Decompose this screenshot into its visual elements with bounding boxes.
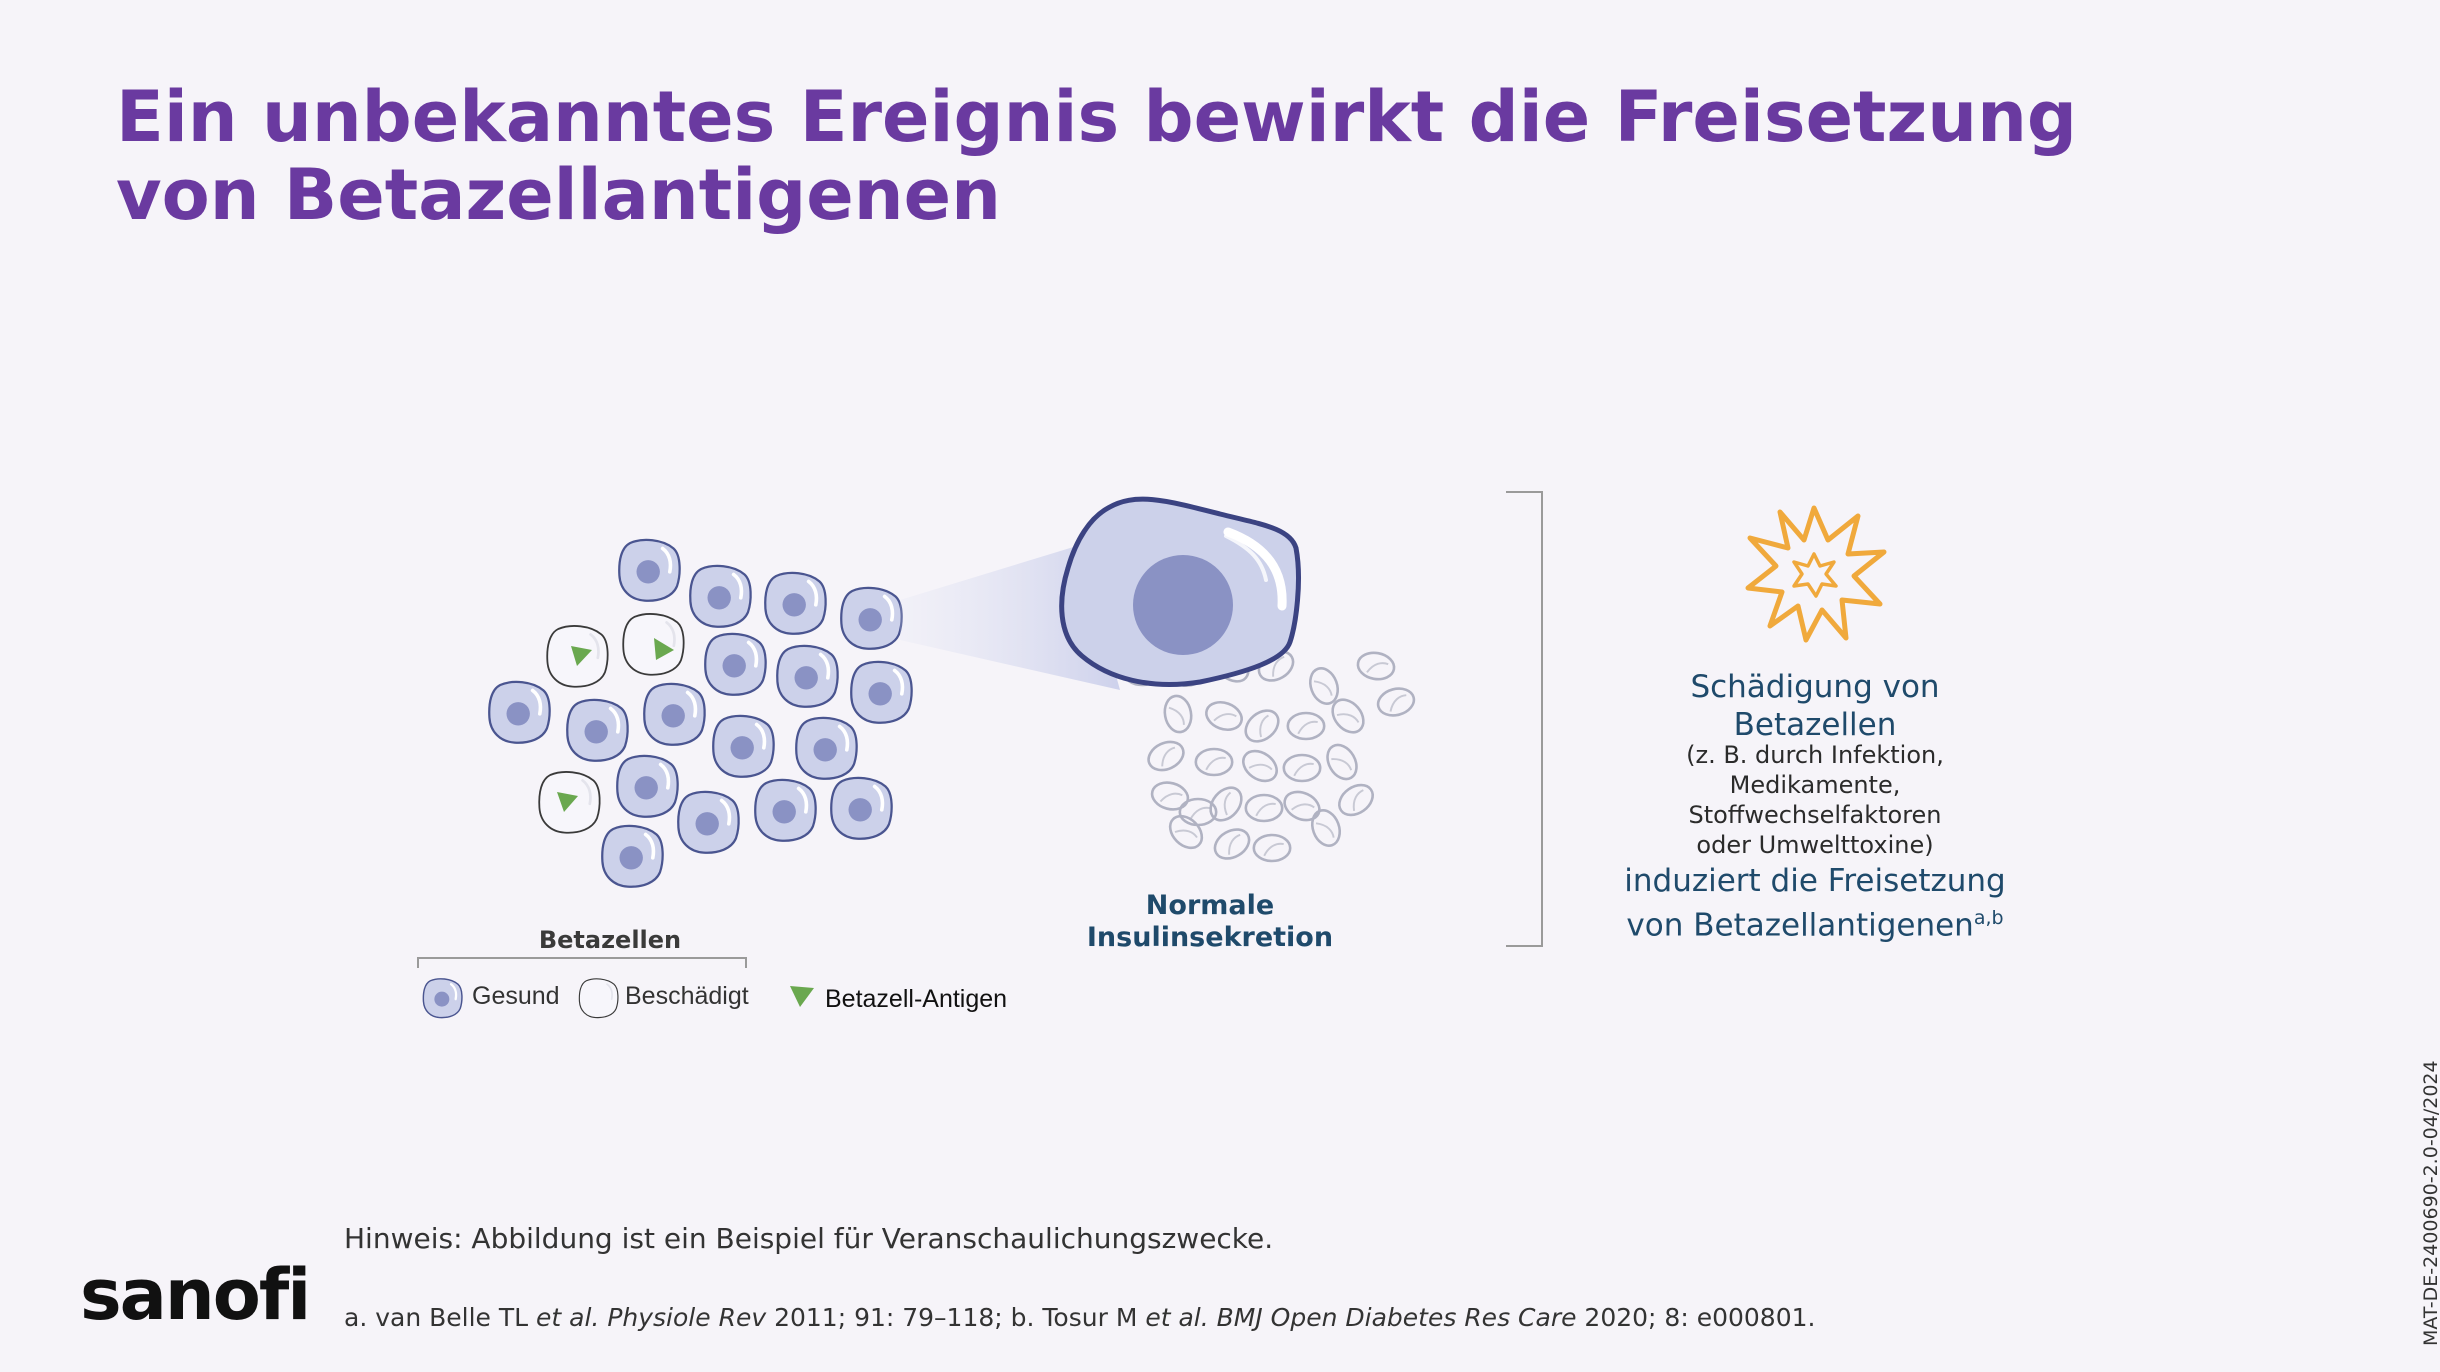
healthy-cell [676, 790, 741, 855]
damage-result-line-2: von Betazellantigenena,b [1560, 900, 2070, 944]
cell-cluster [487, 538, 914, 889]
healthy-cell [642, 682, 707, 747]
title-line-1: Ein unbekanntes Ereignis bewirkt die Fre… [116, 76, 2078, 158]
damage-result-line-1: induziert die Freisetzung [1624, 863, 2006, 899]
healthy-cell [839, 586, 904, 651]
legend-antigen-icon [790, 986, 814, 1007]
cells-label: Betazellen [538, 926, 682, 954]
damage-heading-line-1: Schädigung von [1690, 669, 1940, 705]
legend-healthy-label: Gesund [472, 982, 560, 1010]
ref-a-journal: Physiole Rev [599, 1303, 767, 1332]
damage-detail-line-2: Medikamente, [1729, 771, 1901, 799]
secretion-label-line-1: Normale [1145, 890, 1275, 921]
healthy-cell [615, 754, 680, 819]
legend-antigen-label: Betazell-Antigen [825, 985, 1008, 1013]
healthy-cell [703, 632, 768, 697]
damage-detail-line-4: oder Umwelttoxine) [1696, 831, 1934, 859]
ref-a-author: a. van Belle TL [344, 1303, 537, 1332]
ref-b-rest: 2020; 8: e000801. [1576, 1303, 1816, 1332]
healthy-cell [794, 716, 859, 781]
damage-heading: Schädigung von Betazellen [1560, 668, 2070, 744]
damaged-cell [621, 612, 685, 677]
ref-a-etal: et al. [536, 1303, 600, 1332]
healthy-cell [565, 698, 630, 763]
legend-damaged-label: Beschädigt [625, 982, 749, 1010]
legend-damaged-icon [578, 977, 619, 1019]
healthy-cell [711, 714, 776, 779]
damage-heading-line-2: Betazellen [1733, 707, 1897, 743]
healthy-cell [753, 778, 818, 843]
damage-result-text: von Betazellantigenen [1626, 907, 1974, 944]
damage-detail-line-1: (z. B. durch Infektion, [1686, 741, 1944, 769]
cells-bracket [417, 957, 747, 968]
legend-healthy-icon [422, 977, 464, 1019]
healthy-cell [600, 824, 665, 889]
damage-detail: (z. B. durch Infektion, Medikamente, Sto… [1560, 740, 2070, 860]
ref-a-rest: 2011; 91: 79–118; b. Tosur M [766, 1303, 1146, 1332]
damage-bracket [1506, 491, 1543, 947]
healthy-cell [688, 564, 753, 629]
secretion-label-line-2: Insulinsekretion [1086, 922, 1334, 953]
damage-burst-icon [1745, 505, 1887, 643]
damage-result-footnote: a,b [1973, 907, 2004, 929]
ref-b-journal: BMJ Open Diabetes Res Care [1208, 1303, 1577, 1332]
page-title: Ein unbekanntes Ereignis bewirkt die Fre… [116, 78, 2216, 234]
antigen-marker [557, 792, 578, 812]
zoomed-beta-cell [1059, 496, 1301, 687]
antigen-marker [654, 638, 674, 660]
healthy-cell [775, 644, 840, 709]
healthy-cell [763, 571, 828, 636]
secretion-label: Normale Insulinsekretion [1030, 890, 1390, 954]
title-line-2: von Betazellantigenen [116, 154, 1001, 236]
references: a. van Belle TL et al. Physiole Rev 2011… [344, 1303, 1815, 1332]
illustration-note: Hinweis: Abbildung ist ein Beispiel für … [344, 1222, 1274, 1255]
damage-result: induziert die Freisetzung von Betazellan… [1560, 863, 2070, 944]
healthy-cell [849, 660, 914, 725]
healthy-cell [617, 538, 682, 603]
ref-b-etal: et al. [1145, 1303, 1209, 1332]
sanofi-logo: sanofi [80, 1254, 311, 1336]
damage-detail-line-3: Stoffwechselfaktoren [1688, 801, 1942, 829]
healthy-cell [487, 680, 552, 745]
antigen-marker [571, 646, 592, 666]
healthy-cell [829, 776, 894, 841]
document-code: MAT-DE-2400690-2.0-04/2024 [2420, 1060, 2440, 1346]
